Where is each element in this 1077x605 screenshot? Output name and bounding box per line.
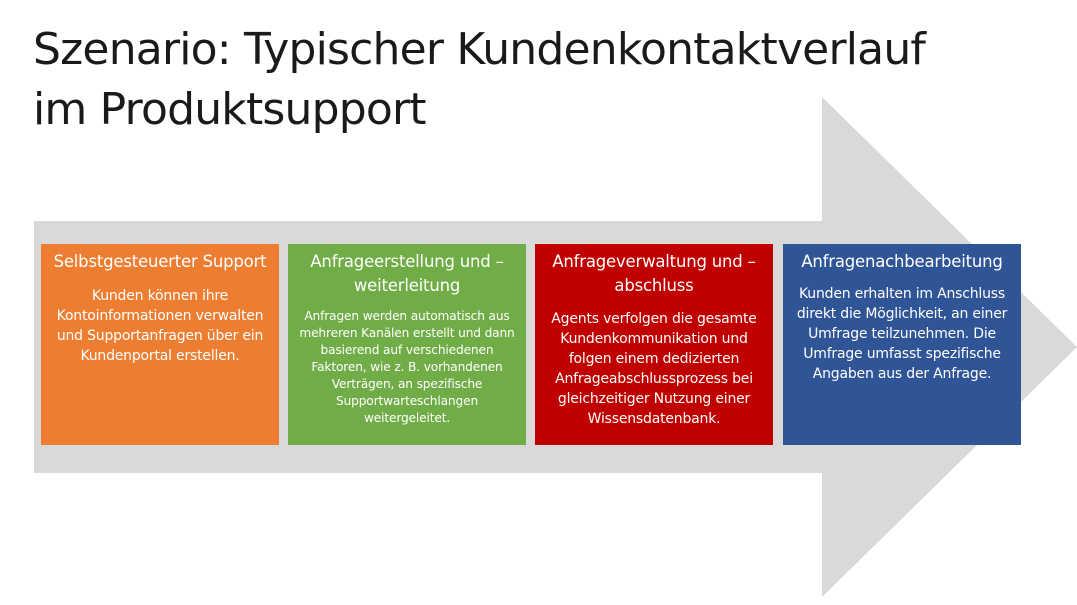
slide-title: Szenario: Typischer Kundenkontaktverlauf…: [33, 20, 1033, 140]
step-description: Agents verfolgen die gesamte Kundenkommu…: [551, 311, 757, 427]
step-description: Anfragen werden automatisch aus mehreren…: [299, 309, 515, 425]
step-description: Kunden können ihre Kontoinformationen ve…: [56, 288, 264, 364]
step-box-case-followup: Anfragenachbearbeitung Kunden erhalten i…: [783, 244, 1021, 445]
step-title: Anfrageerstellung und –weiterleitung: [310, 252, 504, 295]
step-box-self-service: Selbstgesteuerter Support Kunden können …: [41, 244, 279, 445]
step-box-case-management: Anfrageverwaltung und –abschluss Agents …: [535, 244, 773, 445]
step-title: Anfrageverwaltung und –abschluss: [552, 252, 756, 295]
step-description: Kunden erhalten im Anschluss direkt die …: [796, 286, 1008, 382]
slide-title-line-2: im Produktsupport: [33, 84, 427, 135]
slide-title-line-1: Szenario: Typischer Kundenkontaktverlauf: [33, 24, 926, 75]
step-title: Selbstgesteuerter Support: [53, 252, 267, 271]
step-box-case-creation: Anfrageerstellung und –weiterleitung Anf…: [288, 244, 526, 445]
step-title: Anfragenachbearbeitung: [801, 252, 1003, 271]
